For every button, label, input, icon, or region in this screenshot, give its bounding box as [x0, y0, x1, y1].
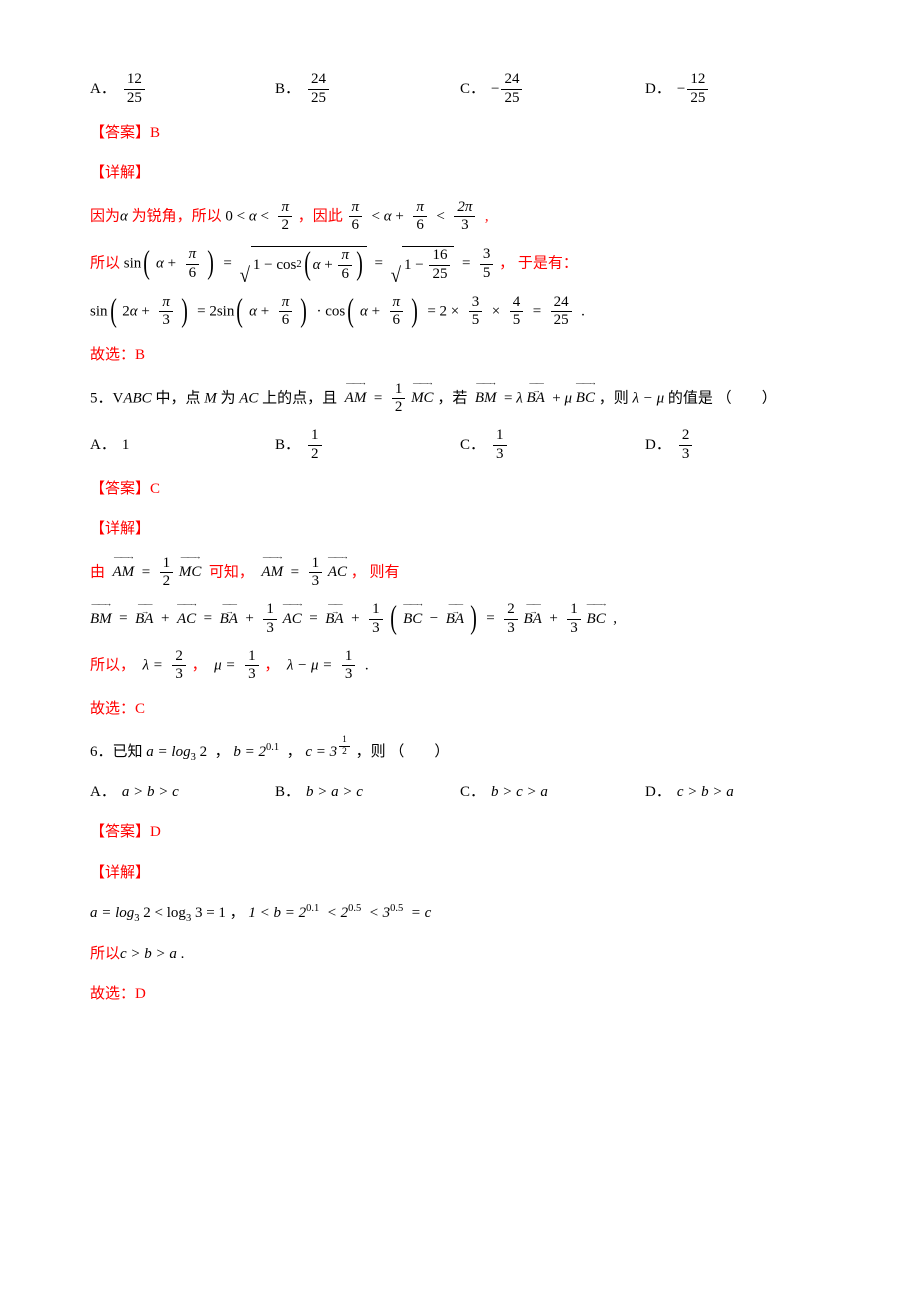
sqrt-icon: √ 1 − 1625 — [390, 246, 454, 283]
q4-answer: 【答案】B — [90, 119, 830, 148]
q4-opt-D: D． −1225 — [645, 72, 830, 107]
q6-detail-line2: 所以c > b > a . — [90, 940, 830, 969]
q6-opt-D: D．c > b > a — [645, 778, 830, 807]
q5-options: A． 1 B． 12 C． 13 D． 23 — [90, 428, 830, 463]
q5-answer: 【答案】C — [90, 475, 830, 504]
paren-left-icon: ( — [143, 254, 150, 274]
q4-detail-line3: sin( 2α + π3 ) = 2sin( α + π6 ) · cos( α… — [90, 295, 830, 330]
sqrt-icon: √ 1 − cos2 ( α + π6 ) — [239, 246, 367, 283]
q5-opt-C: C． 13 — [460, 428, 645, 463]
q4-detail-label: 【详解】 — [90, 159, 830, 188]
q4-opt-B: B． 2425 — [275, 72, 460, 107]
q5-opt-D: D． 23 — [645, 428, 830, 463]
q6-options: A．a > b > c B．b > a > c C．b > c > a D．c … — [90, 778, 830, 807]
fraction: 1225 — [124, 72, 145, 107]
q5-detail-label: 【详解】 — [90, 515, 830, 544]
q5-stem: 5．VABC 中，点 M 为 AC 上的点，且 ——→AM = 12 ——→MC… — [90, 382, 830, 417]
q4-options: A． 1225 B． 2425 C． −2425 D． −1225 — [90, 72, 830, 107]
q4-detail-line1: 因为α 为锐角，所以 0 < α < π2 ，因此 π6 < α + π6 < … — [90, 200, 830, 235]
q6-stem: 6．已知 a = log3 2 ， b = 20.1 ， c = 312 ，则 … — [90, 736, 830, 766]
opt-label: A． — [90, 75, 116, 104]
paren-right-icon: ) — [207, 254, 214, 274]
q6-opt-A: A．a > b > c — [90, 778, 275, 807]
q5-detail-line2: ——→BM = ——→BA + ——→AC = ——→BA + 13 ——→AC… — [90, 602, 830, 637]
q4-opt-C: C． −2425 — [460, 72, 645, 107]
q5-opt-B: B． 12 — [275, 428, 460, 463]
q6-select: 故选：D — [90, 980, 830, 1009]
q6-detail-label: 【详解】 — [90, 859, 830, 888]
q6-detail-line1: a = log3 2 < log3 3 = 1 ， 1 < b = 20.1 <… — [90, 899, 830, 928]
q6-opt-B: B．b > a > c — [275, 778, 460, 807]
q4-opt-A: A． 1225 — [90, 72, 275, 107]
q4-detail-line2: 所以 sin( α + π6 ) = √ 1 − cos2 ( α + π6 )… — [90, 246, 830, 283]
q6-answer: 【答案】D — [90, 818, 830, 847]
q6-opt-C: C．b > c > a — [460, 778, 645, 807]
q5-detail-line1: 由 ——→AM = 12 ——→MC 可知， ——→AM = 13 ——→AC … — [90, 556, 830, 591]
q5-select: 故选：C — [90, 695, 830, 724]
vector-icon: ——→AM — [345, 382, 367, 413]
q5-detail-line3: 所以， λ = 23 ， μ = 13 ， λ − μ = 13 . — [90, 649, 830, 684]
q5-opt-A: A． 1 — [90, 428, 275, 463]
q4-select: 故选：B — [90, 341, 830, 370]
